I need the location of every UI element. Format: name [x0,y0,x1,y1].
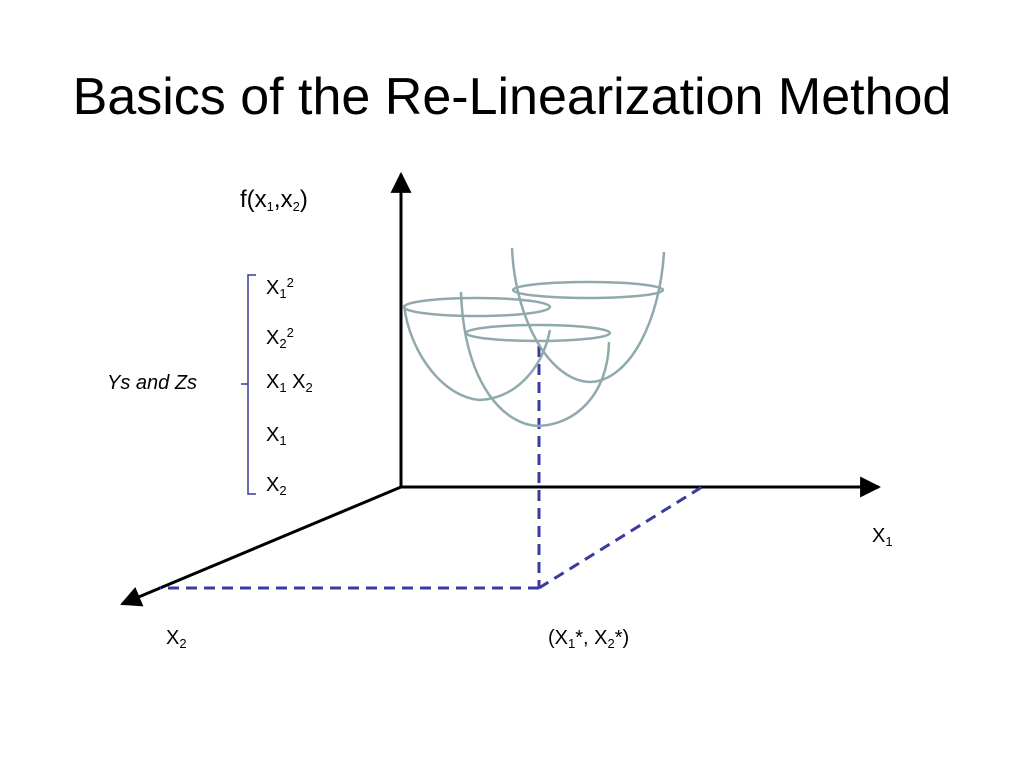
optimum-point-label: (X1*, X2*) [548,627,630,651]
term-x1-x2: X1 X2 [266,371,313,395]
projection-to-x1 [538,485,703,590]
projection-lines [160,346,703,590]
bowl-front [459,291,612,428]
term-x2-squared: X22 [266,325,294,351]
term-x2: X2 [266,474,287,498]
ys-zs-label: Ys and Zs [107,372,198,394]
term-x1: X1 [266,424,287,448]
vertical-axis-label: f(x1,x2) [240,186,308,214]
bowl-right [510,247,666,384]
x2-axis-label: X2 [166,627,187,651]
x2-axis [120,485,402,607]
x1-axis-label: X1 [872,525,893,549]
term-x1-squared: X12 [266,275,294,301]
bowl-left [402,296,552,402]
ys-zs-bracket [241,274,256,495]
slide-title: Basics of the Re-Linearization Method [72,68,952,126]
